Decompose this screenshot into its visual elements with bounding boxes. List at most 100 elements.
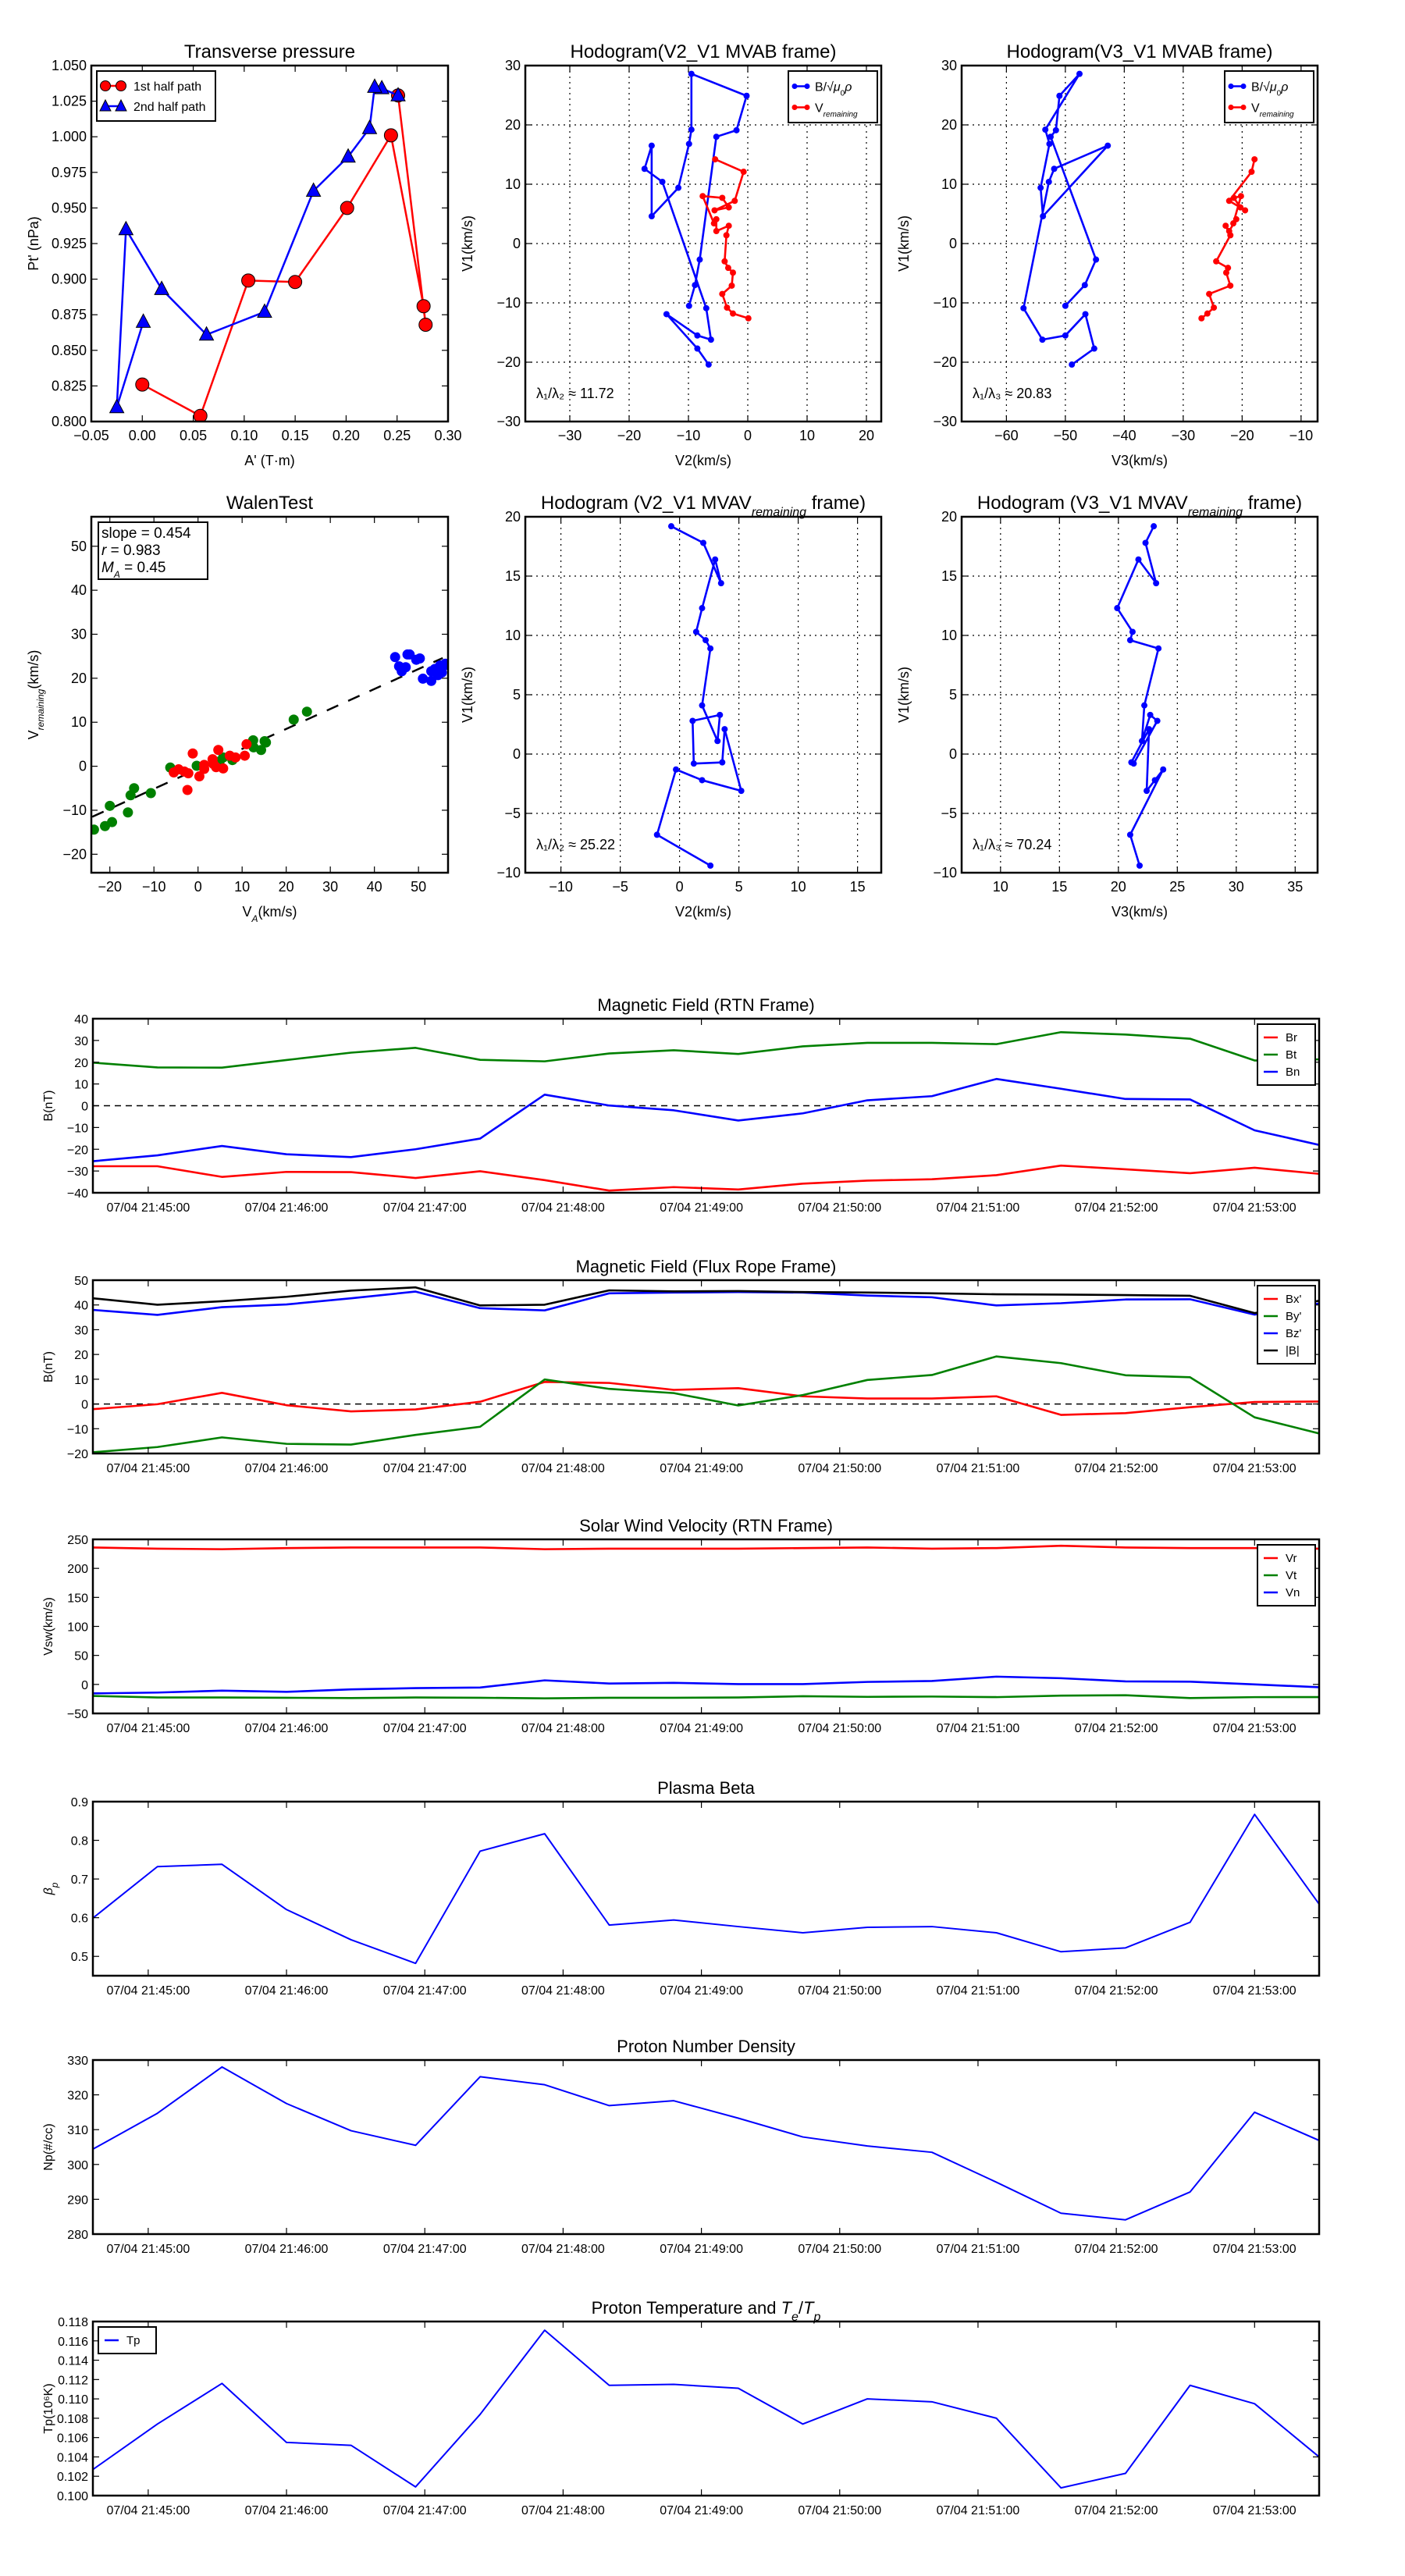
series-line-B/sqrt(mu0 rho) (1116, 525, 1165, 866)
data-point (702, 304, 710, 311)
text-part: M (101, 560, 114, 576)
text-part: Bn (1286, 1066, 1300, 1079)
y-tick-label: −10 (62, 802, 87, 818)
series-group (1020, 70, 1258, 368)
x-tick-label: −10 (549, 879, 573, 895)
x-axis-label: V3(km/s) (1112, 904, 1168, 920)
text-part: Magnetic Field (RTN Frame) (597, 995, 814, 1015)
series-group (93, 1544, 1319, 1699)
legend: 1st half path 2nd half path (96, 70, 216, 122)
text-part: Pt' (nPa) (26, 216, 41, 270)
data-point (261, 737, 272, 748)
data-point (416, 299, 431, 314)
legend-item-V_remaining: Vremaining (1228, 102, 1294, 119)
legend-item-Vr: Vr (1264, 1552, 1297, 1565)
data-point (255, 745, 266, 756)
eigenvalue-ratio: λ₁/λ₃ ≈ 70.24 (973, 837, 1051, 852)
y-tick-label: −10 (67, 1122, 88, 1135)
x-tick-label: 07/04 21:50:00 (798, 1462, 881, 1475)
data-point (1081, 282, 1088, 289)
text-part: A (251, 913, 258, 924)
data-point (361, 119, 378, 134)
plot-frame (90, 515, 450, 874)
data-point (1225, 265, 1232, 272)
text-part: V2(km/s) (675, 904, 731, 920)
series-line-|B| (93, 1286, 1319, 1315)
data-point (1213, 258, 1220, 265)
data-point (183, 768, 194, 779)
data-point (414, 653, 425, 664)
x-tick-label: −40 (1112, 428, 1136, 443)
data-point (663, 311, 670, 318)
text-part: A (113, 569, 120, 580)
y-tick-label: 10 (941, 176, 957, 192)
legend-marker (804, 105, 810, 110)
data-point (694, 332, 701, 339)
data-point (648, 142, 655, 149)
legend-marker (115, 98, 127, 112)
y-tick-label: 0.106 (57, 2432, 88, 2446)
data-point (400, 662, 411, 673)
series-line-Vt (93, 1694, 1319, 1699)
data-point (1146, 726, 1153, 733)
data-point (730, 269, 736, 276)
data-point (1126, 831, 1133, 838)
data-point (383, 128, 398, 143)
text-part: μ (833, 81, 841, 94)
data-point (692, 628, 699, 635)
y-tick-label: 15 (941, 568, 957, 584)
legend-item-|B|: |B| (1264, 1344, 1300, 1357)
data-point (1142, 539, 1149, 546)
text-part: 2nd half path (133, 101, 206, 114)
series-group (93, 1286, 1319, 1453)
y-tick-label: 0.100 (57, 2490, 88, 2503)
x-tick-label: 07/04 21:49:00 (660, 2504, 743, 2517)
y-axis-label: V1(km/s) (896, 667, 912, 723)
plot-frame (91, 2320, 1321, 2497)
data-point (241, 738, 252, 749)
y-tick-label: 0 (81, 1399, 88, 1412)
legend-marker (1240, 84, 1247, 89)
legend-item-Vt: Vt (1264, 1569, 1297, 1582)
data-point (685, 302, 692, 309)
data-point (1020, 304, 1027, 311)
text-part: Transverse pressure (184, 41, 355, 62)
chart-title: Solar Wind Velocity (RTN Frame) (579, 1516, 833, 1535)
y-tick-label: 1.050 (52, 58, 87, 73)
legend-label: By' (1286, 1310, 1302, 1323)
x-tick-label: 07/04 21:50:00 (798, 2243, 881, 2256)
x-tick-label: 07/04 21:52:00 (1075, 1462, 1158, 1475)
legend-label: Bt (1286, 1048, 1297, 1062)
data-point (1248, 169, 1255, 176)
data-point (1225, 197, 1232, 205)
legend-item-Bx': Bx' (1264, 1293, 1302, 1306)
text-part: V (26, 730, 41, 739)
x-tick-label: 0.05 (180, 428, 207, 443)
y-tick-label: 0.7 (71, 1873, 88, 1887)
data-point (1040, 213, 1047, 220)
x-tick-label: 07/04 21:51:00 (937, 2243, 1020, 2256)
series-line-Bx' (93, 1381, 1319, 1416)
data-point (710, 220, 717, 227)
data-point (696, 256, 703, 263)
series-line-B/sqrt(mu0 rho) (656, 525, 742, 867)
x-axis-label: V2(km/s) (675, 904, 731, 920)
data-point (1251, 156, 1258, 163)
x-tick-label: 07/04 21:49:00 (660, 1984, 743, 1998)
x-tick-label: 15 (850, 879, 866, 895)
text-part: Tp (126, 2334, 140, 2347)
legend-item-Tp: Tp (105, 2334, 140, 2347)
x-tick-label: 07/04 21:50:00 (798, 1722, 881, 1735)
y-tick-label: −50 (67, 1708, 88, 1721)
x-tick-label: 07/04 21:50:00 (798, 2504, 881, 2517)
text-part: Plasma Beta (657, 1778, 755, 1798)
series-group (93, 2329, 1319, 2489)
data-point (1198, 315, 1205, 322)
chart-title: Magnetic Field (RTN Frame) (597, 995, 814, 1015)
x-axis-label: A' (T·m) (244, 453, 294, 468)
legend-label: Vt (1286, 1569, 1297, 1582)
text-part: B(nT) (42, 1351, 55, 1382)
data-point (1051, 165, 1058, 173)
text-part: r (101, 543, 107, 559)
chart-temperature: 07/04 21:45:00 07/04 21:46:00 07/04 21:47:… (42, 2298, 1321, 2517)
